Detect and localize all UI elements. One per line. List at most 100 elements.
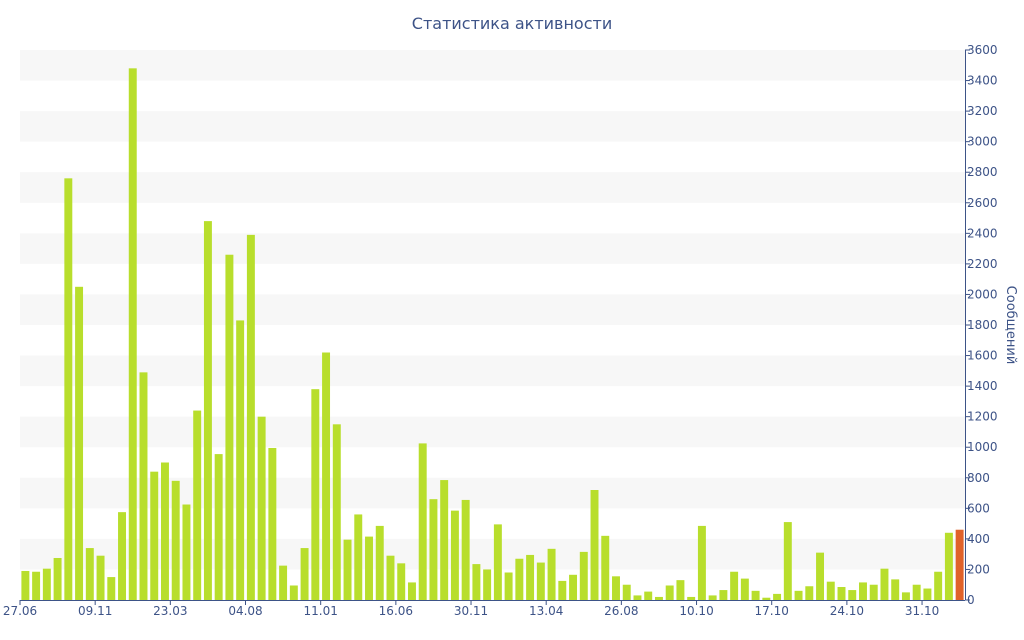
bar [354, 514, 363, 600]
bar-series [21, 68, 964, 601]
x-tick-label: 27.06 [3, 604, 37, 618]
bar [569, 574, 578, 600]
bar [526, 554, 535, 600]
bar [633, 595, 642, 600]
bar [773, 593, 782, 600]
bar [558, 580, 567, 600]
grid-band [20, 233, 965, 264]
y-tick-label: 200 [967, 562, 990, 576]
bar [708, 595, 717, 600]
bar [622, 584, 631, 600]
bar [590, 490, 599, 600]
bar [901, 592, 910, 600]
x-tick-label: 23.03 [153, 604, 187, 618]
bar [536, 562, 545, 600]
bar [85, 548, 94, 600]
bar [246, 234, 255, 601]
bar [182, 504, 191, 600]
bar [322, 352, 331, 600]
bar [397, 563, 406, 600]
bar [912, 584, 921, 600]
bar [225, 254, 234, 600]
bar [203, 221, 212, 601]
x-tick-label: 16.06 [379, 604, 413, 618]
bar [687, 596, 696, 600]
y-tick-label: 800 [967, 471, 990, 485]
bar [762, 597, 771, 600]
y-tick-label: 1800 [967, 318, 998, 332]
bar [891, 579, 900, 601]
bar [268, 447, 277, 600]
bar [665, 585, 674, 600]
bar [504, 572, 513, 600]
bar [859, 582, 867, 600]
bar [193, 410, 202, 600]
bar [32, 571, 41, 600]
bar [751, 590, 760, 600]
bar [311, 389, 320, 600]
bar [934, 571, 943, 600]
x-tick-label: 10.10 [679, 604, 713, 618]
bar [783, 522, 792, 600]
bar [461, 499, 470, 600]
y-tick-label: 0 [967, 593, 975, 607]
bar [944, 532, 953, 600]
bar [547, 548, 556, 600]
x-tick-label: 13.04 [529, 604, 563, 618]
bar [579, 551, 588, 601]
bar [257, 416, 266, 600]
bar [75, 286, 84, 600]
y-tick-label: 600 [967, 501, 990, 515]
grid-band [20, 50, 965, 81]
bar [42, 568, 51, 600]
bar [483, 569, 492, 600]
bar [118, 512, 126, 600]
y-tick-label: 3600 [967, 43, 998, 57]
bar [880, 568, 889, 600]
y-tick-label: 1600 [967, 349, 998, 363]
bar [64, 178, 73, 600]
bar-current [955, 529, 964, 600]
bar [440, 480, 449, 600]
bar [214, 454, 223, 600]
bar [472, 564, 481, 600]
bar [601, 535, 610, 600]
bar [923, 588, 932, 600]
bar [730, 571, 739, 600]
y-tick-label: 1400 [967, 379, 998, 393]
bar [418, 443, 427, 600]
bar [837, 587, 846, 600]
bar [515, 558, 524, 600]
grid-band [20, 416, 965, 448]
bar [365, 536, 373, 600]
y-tick-label: 2400 [967, 226, 998, 240]
x-tick-label: 31.10 [905, 604, 939, 618]
bar [869, 584, 878, 600]
x-tick-label: 09.11 [78, 604, 112, 618]
x-tick-label: 11.01 [304, 604, 338, 618]
bar [407, 582, 416, 600]
x-tick-label: 26.08 [604, 604, 638, 618]
bar [279, 565, 288, 601]
grid-band [20, 172, 965, 203]
bar [740, 578, 749, 600]
x-tick-label: 17.10 [755, 604, 789, 618]
bar [386, 555, 395, 600]
bar [21, 570, 30, 600]
y-tick-label: 2000 [967, 287, 998, 301]
bar [343, 539, 352, 600]
bar [676, 580, 685, 600]
bar [612, 576, 620, 600]
grid-band [20, 355, 965, 387]
y-tick-label: 1000 [967, 440, 998, 454]
grid-band [20, 111, 965, 142]
bar [794, 590, 803, 600]
bar [719, 590, 728, 600]
bar [107, 577, 116, 600]
bar [96, 555, 105, 600]
bar [848, 590, 857, 600]
bar [289, 585, 298, 600]
y-tick-label: 2800 [967, 165, 998, 179]
y-tick-label: 400 [967, 532, 990, 546]
